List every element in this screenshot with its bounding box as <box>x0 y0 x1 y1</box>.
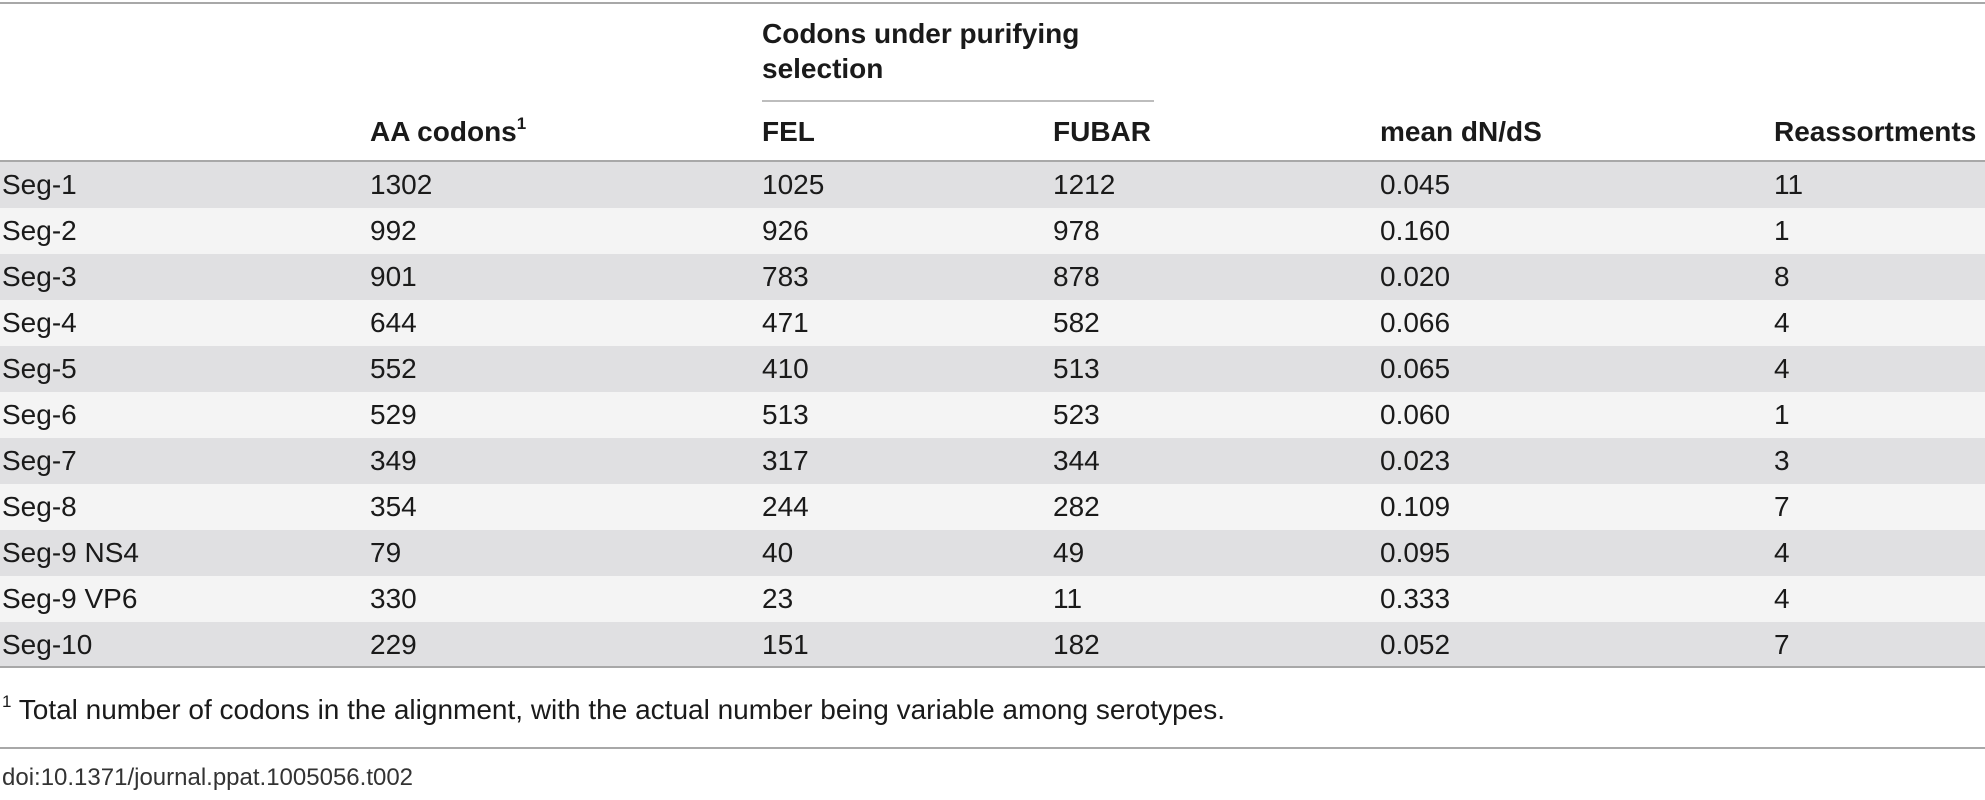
reassortments-cell: 11 <box>1774 169 1804 200</box>
segment-cell: Seg-3 <box>2 261 77 292</box>
segment-cell: Seg-5 <box>2 353 77 384</box>
fel-cell: 244 <box>762 491 809 522</box>
mean-dnds-cell: 0.095 <box>1380 537 1451 568</box>
mean-dnds-cell: 0.160 <box>1380 215 1451 246</box>
fel-cell: 410 <box>762 353 809 384</box>
aa-codons-cell: 529 <box>370 399 417 430</box>
top-rule <box>0 2 1985 4</box>
aa-codons-cell: 79 <box>370 537 402 568</box>
footnote-text: Total number of codons in the alignment,… <box>11 694 1225 725</box>
table-row: Seg-8 354 244 282 0.109 7 <box>0 484 1985 530</box>
fubar-cell: 11 <box>1053 583 1083 614</box>
fubar-cell: 282 <box>1053 491 1100 522</box>
footnote-marker: 1 <box>2 692 12 711</box>
mean-dnds-cell: 0.060 <box>1380 399 1451 430</box>
mean-dnds-cell: 0.052 <box>1380 629 1451 660</box>
segment-cell: Seg-9 VP6 <box>2 583 138 614</box>
reassortments-cell: 7 <box>1774 491 1790 522</box>
fubar-cell: 878 <box>1053 261 1100 292</box>
segment-cell: Seg-8 <box>2 491 77 522</box>
aa-codons-cell: 354 <box>370 491 417 522</box>
group-header-purifying-selection: Codons under purifying selection <box>762 18 1080 84</box>
fubar-cell: 344 <box>1053 445 1100 476</box>
fel-cell: 151 <box>762 629 809 660</box>
mean-dnds-cell: 0.333 <box>1380 583 1451 614</box>
segment-cell: Seg-6 <box>2 399 77 430</box>
reassortments-cell: 8 <box>1774 261 1790 292</box>
footnote: 1 Total number of codons in the alignmen… <box>2 693 1225 727</box>
segment-cell: Seg-2 <box>2 215 77 246</box>
fel-cell: 783 <box>762 261 809 292</box>
bottom-rule <box>0 666 1985 668</box>
reassortments-cell: 4 <box>1774 537 1790 568</box>
table-row: Seg-9 NS4 79 40 49 0.095 4 <box>0 530 1985 576</box>
reassortments-cell: 3 <box>1774 445 1790 476</box>
footnote-rule <box>0 747 1985 749</box>
reassortments-cell: 1 <box>1774 399 1790 430</box>
table-row: Seg-10 229 151 182 0.052 7 <box>0 622 1985 668</box>
header-rule <box>0 160 1985 162</box>
aa-codons-cell: 229 <box>370 629 417 660</box>
fel-cell: 317 <box>762 445 809 476</box>
table-row: Seg-1 1302 1025 1212 0.045 11 <box>0 162 1985 208</box>
aa-codons-cell: 330 <box>370 583 417 614</box>
mean-dnds-cell: 0.109 <box>1380 491 1451 522</box>
fel-cell: 23 <box>762 583 794 614</box>
mean-dnds-cell: 0.065 <box>1380 353 1451 384</box>
table-row: Seg-3 901 783 878 0.020 8 <box>0 254 1985 300</box>
column-header-reassortments: Reassortments <box>1774 116 1977 147</box>
aa-codons-cell: 1302 <box>370 169 433 200</box>
table-row: Seg-9 VP6 330 23 11 0.333 4 <box>0 576 1985 622</box>
mean-dnds-cell: 0.066 <box>1380 307 1451 338</box>
doi-label: doi:10.1371/journal.ppat.1005056.t002 <box>2 764 414 791</box>
mean-dnds-cell: 0.020 <box>1380 261 1451 292</box>
segment-cell: Seg-4 <box>2 307 77 338</box>
segment-cell: Seg-7 <box>2 445 77 476</box>
column-header-mean-dnds: mean dN/dS <box>1380 116 1542 147</box>
table-row: Seg-4 644 471 582 0.066 4 <box>0 300 1985 346</box>
fubar-cell: 513 <box>1053 353 1100 384</box>
column-header-aa-codons-label: AA codons <box>370 116 517 147</box>
aa-codons-cell: 349 <box>370 445 417 476</box>
aa-codons-cell: 644 <box>370 307 417 338</box>
fel-cell: 40 <box>762 537 794 568</box>
fel-cell: 926 <box>762 215 809 246</box>
fel-cell: 471 <box>762 307 809 338</box>
fubar-cell: 49 <box>1053 537 1085 568</box>
reassortments-cell: 1 <box>1774 215 1790 246</box>
table-body: Seg-1 1302 1025 1212 0.045 11 Seg-2 992 926 978 0.… <box>0 162 1985 668</box>
table-row: Seg-7 349 317 344 0.023 3 <box>0 438 1985 484</box>
aa-codons-cell: 552 <box>370 353 417 384</box>
fel-cell: 1025 <box>762 169 825 200</box>
group-header-underline <box>762 100 1154 102</box>
column-header-fel: FEL <box>762 116 815 147</box>
mean-dnds-cell: 0.023 <box>1380 445 1451 476</box>
reassortments-cell: 4 <box>1774 353 1790 384</box>
footnote-reference: 1 <box>516 114 527 133</box>
reassortments-cell: 7 <box>1774 629 1790 660</box>
table-row: Seg-6 529 513 523 0.060 1 <box>0 392 1985 438</box>
reassortments-cell: 4 <box>1774 583 1790 614</box>
segment-cell: Seg-9 NS4 <box>2 537 139 568</box>
table-row: Seg-5 552 410 513 0.065 4 <box>0 346 1985 392</box>
mean-dnds-cell: 0.045 <box>1380 169 1451 200</box>
fubar-cell: 182 <box>1053 629 1100 660</box>
aa-codons-cell: 992 <box>370 215 417 246</box>
table-row: Seg-2 992 926 978 0.160 1 <box>0 208 1985 254</box>
fubar-cell: 978 <box>1053 215 1100 246</box>
fubar-cell: 523 <box>1053 399 1100 430</box>
segment-cell: Seg-1 <box>2 169 77 200</box>
aa-codons-cell: 901 <box>370 261 417 292</box>
column-header-aa-codons: AA codons1 <box>370 113 526 151</box>
reassortments-cell: 4 <box>1774 307 1790 338</box>
segment-cell: Seg-10 <box>2 629 93 660</box>
fubar-cell: 1212 <box>1053 169 1116 200</box>
fubar-cell: 582 <box>1053 307 1100 338</box>
fel-cell: 513 <box>762 399 809 430</box>
column-header-fubar: FUBAR <box>1053 116 1151 147</box>
